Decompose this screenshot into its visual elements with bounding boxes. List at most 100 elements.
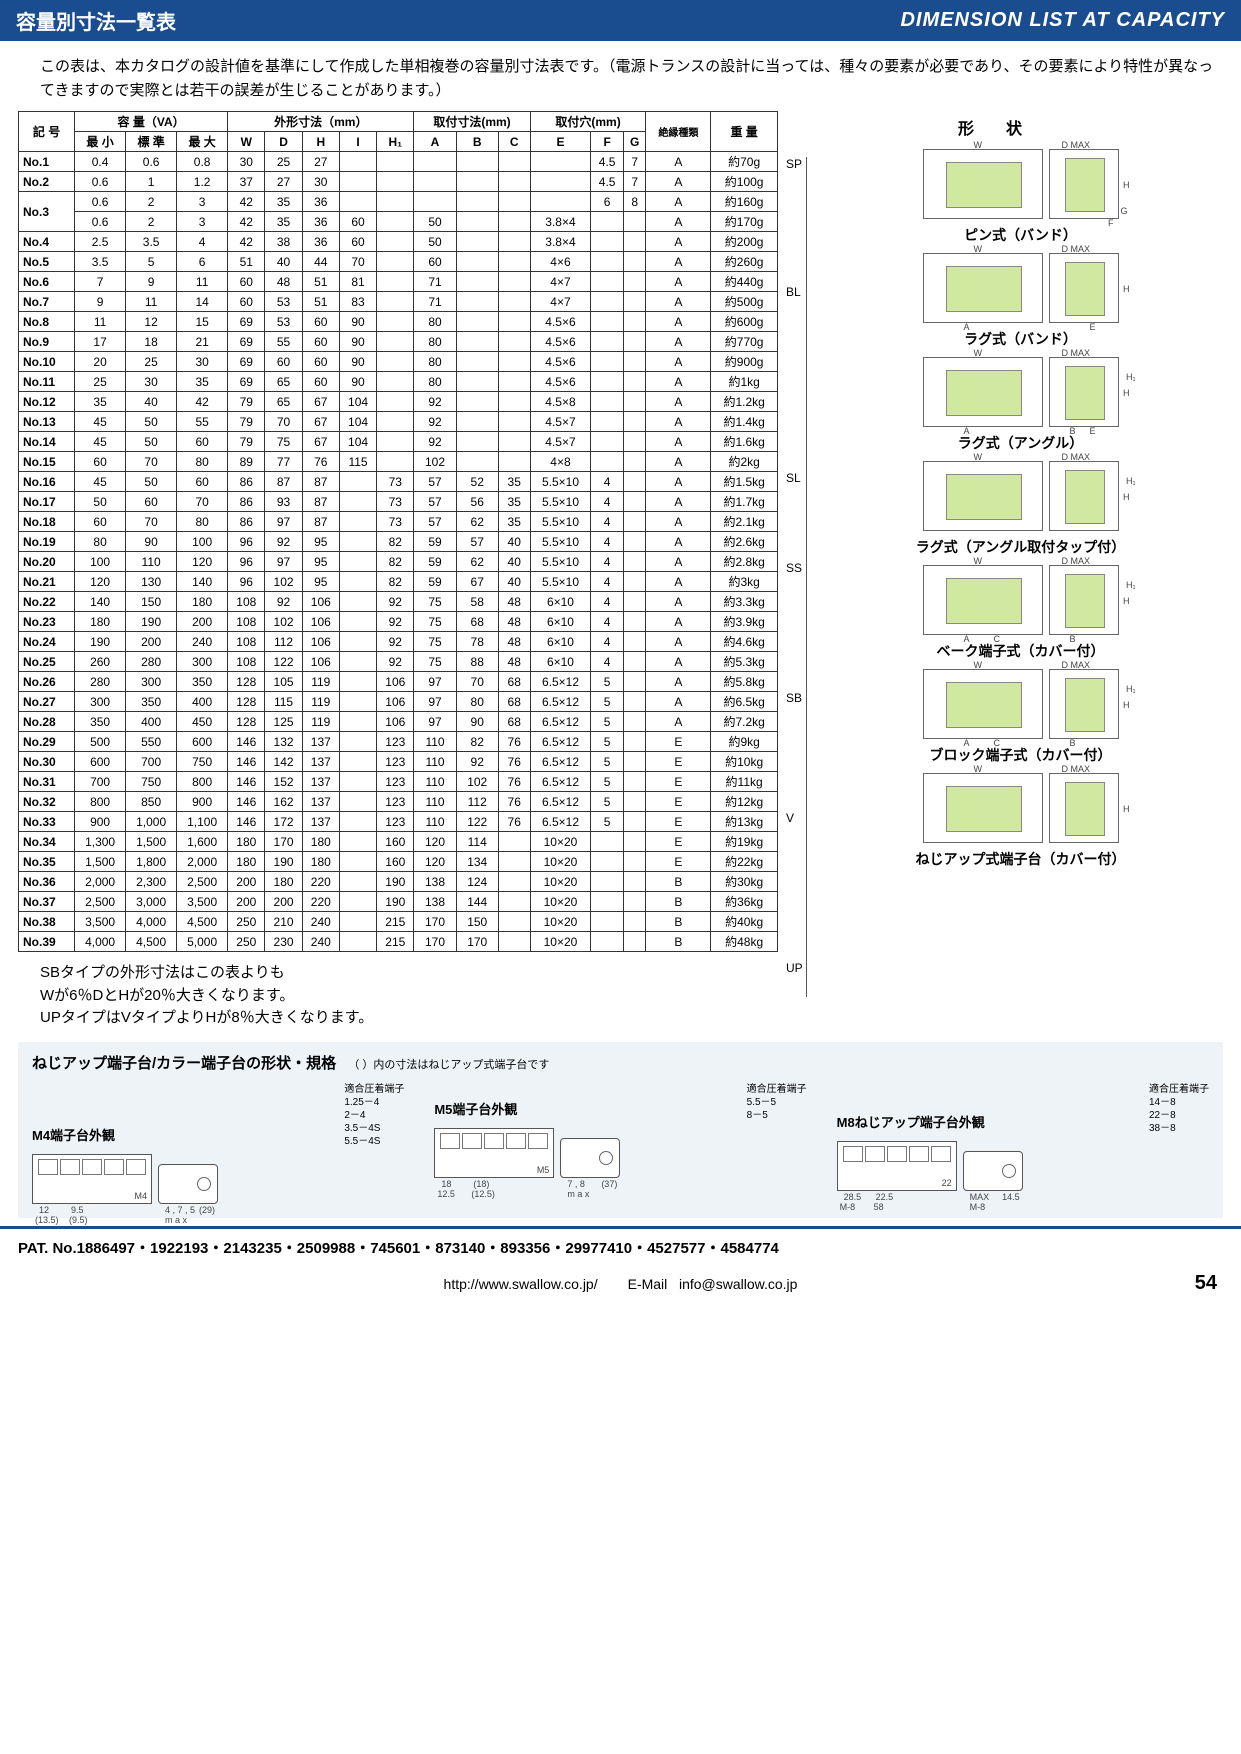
terminal-block: M8ねじアップ端子台外観 適合圧着端子 14－822－838－8 28.5 22… (837, 1083, 1209, 1191)
cell-H1: 190 (377, 892, 414, 912)
row-no: No.28 (19, 712, 75, 732)
cell-wt: 約2.6kg (711, 532, 778, 552)
cell-max: 6 (177, 252, 228, 272)
terminal-diagram: 18 (18) 12.5 (12.5) M5 37 7 , 8 m a x (3… (434, 1128, 806, 1178)
cell-I: 90 (339, 372, 376, 392)
cell-H1 (377, 352, 414, 372)
cell-std: 1,800 (126, 852, 177, 872)
cell-F (591, 352, 624, 372)
cell-D: 25 (265, 152, 302, 172)
cell-max: 55 (177, 412, 228, 432)
shape-side-view: D MAX H H₁ B (1049, 565, 1119, 635)
cell-min: 45 (75, 472, 126, 492)
cell-max: 4,500 (177, 912, 228, 932)
cell-W: 200 (228, 872, 265, 892)
cell-I (339, 772, 376, 792)
table-row: No.339001,0001,100146172137123110122766.… (19, 812, 778, 832)
cell-H: 67 (302, 432, 339, 452)
cell-C: 48 (498, 632, 530, 652)
cell-A: 80 (414, 352, 456, 372)
table-row: No.25260280300108122106927588486×104A約5.… (19, 652, 778, 672)
row-no: No.26 (19, 672, 75, 692)
cell-wt: 約30kg (711, 872, 778, 892)
cell-wt: 約40kg (711, 912, 778, 932)
cell-ins: A (646, 252, 711, 272)
cell-max: 1,600 (177, 832, 228, 852)
terminal-sub: 適合圧着端子 1.25－42－43.5－4S5.5－4S (344, 1083, 404, 1148)
th-sub: G (623, 132, 646, 152)
table-row: No.394,0004,5005,00025023024021517017010… (19, 932, 778, 952)
cell-A: 170 (414, 932, 456, 952)
cell-E: 10×20 (530, 912, 591, 932)
cell-min: 9 (75, 292, 126, 312)
cell-H1 (377, 432, 414, 452)
cell-A: 75 (414, 652, 456, 672)
cell-E: 6×10 (530, 652, 591, 672)
cell-std: 2 (126, 212, 177, 232)
cell-G (623, 572, 646, 592)
cell-W: 146 (228, 772, 265, 792)
cell-W: 79 (228, 412, 265, 432)
cell-ins: B (646, 912, 711, 932)
th-ins: 絶縁種類 (646, 112, 711, 152)
cell-ins: B (646, 892, 711, 912)
cell-std: 850 (126, 792, 177, 812)
table-row: No.383,5004,0004,50025021024021517015010… (19, 912, 778, 932)
cell-I (339, 192, 376, 212)
cell-H1: 123 (377, 812, 414, 832)
cell-G (623, 272, 646, 292)
cell-std: 11 (126, 292, 177, 312)
cell-wt: 約7.2kg (711, 712, 778, 732)
cell-H: 30 (302, 172, 339, 192)
cell-G (623, 632, 646, 652)
cell-B: 80 (456, 692, 498, 712)
cell-min: 190 (75, 632, 126, 652)
cell-F: 5 (591, 812, 624, 832)
cell-H1 (377, 452, 414, 472)
cell-F (591, 932, 624, 952)
cell-G (623, 552, 646, 572)
note-line-3: UPタイプはVタイプよりHが8％大きくなります。 (40, 1007, 1223, 1030)
cell-B (456, 432, 498, 452)
cell-D: 105 (265, 672, 302, 692)
cell-B (456, 252, 498, 272)
cell-B (456, 312, 498, 332)
table-row: No.273003504001281151191069780686.5×125A… (19, 692, 778, 712)
cell-std: 750 (126, 772, 177, 792)
cell-ins: A (646, 152, 711, 172)
cell-wt: 約160g (711, 192, 778, 212)
th-sub: H₁ (377, 132, 414, 152)
cell-ins: A (646, 712, 711, 732)
cell-A (414, 172, 456, 192)
cell-B (456, 212, 498, 232)
cell-F (591, 392, 624, 412)
cell-A (414, 152, 456, 172)
cell-I: 90 (339, 312, 376, 332)
cell-G (623, 692, 646, 712)
cell-F (591, 852, 624, 872)
cell-I (339, 552, 376, 572)
cell-wt: 約170g (711, 212, 778, 232)
cell-std: 50 (126, 432, 177, 452)
cell-max: 1.2 (177, 172, 228, 192)
cell-G (623, 852, 646, 872)
cell-std: 90 (126, 532, 177, 552)
cell-max: 2,000 (177, 852, 228, 872)
cell-H: 180 (302, 852, 339, 872)
table-row: No.156070808977761151024×8A約2kg (19, 452, 778, 472)
cell-wt: 約22kg (711, 852, 778, 872)
cell-wt: 約900g (711, 352, 778, 372)
cell-F: 5 (591, 692, 624, 712)
cell-C (498, 312, 530, 332)
cell-A: 97 (414, 712, 456, 732)
cell-E: 3.8×4 (530, 232, 591, 252)
row-no: No.19 (19, 532, 75, 552)
cell-D: 55 (265, 332, 302, 352)
cell-G (623, 752, 646, 772)
cell-wt: 約4.6kg (711, 632, 778, 652)
cell-H1 (377, 312, 414, 332)
cell-H1: 73 (377, 512, 414, 532)
cell-H: 106 (302, 612, 339, 632)
cell-H: 87 (302, 492, 339, 512)
cell-H: 44 (302, 252, 339, 272)
